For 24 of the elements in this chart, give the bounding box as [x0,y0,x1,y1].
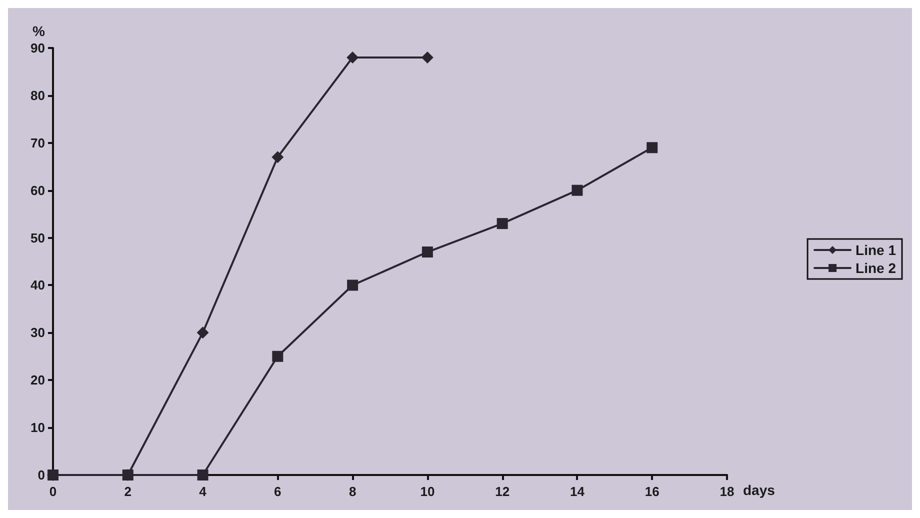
y-tick-label: 40 [30,278,45,293]
x-tick-label: 18 [720,484,734,499]
y-tick-label: 50 [30,230,45,246]
x-tick-label: 12 [495,484,510,499]
y-tick-label: 90 [30,40,45,56]
x-tick-label: 8 [348,484,356,499]
legend-label: Line 1 [856,242,896,258]
y-tick-label: 80 [30,88,45,103]
x-tick-label: 14 [570,484,586,499]
y-axis-title: % [32,23,46,39]
y-tick-label: 10 [30,420,45,436]
legend-label: Line 2 [856,260,896,276]
x-tick-label: 0 [49,484,57,499]
x-tick-label: 6 [274,484,282,499]
y-tick-label: 0 [38,468,45,482]
x-tick-label: 2 [124,484,132,499]
y-tick-label: 60 [30,182,45,198]
y-tick-label: 70 [30,135,45,150]
x-axis-title: days [743,482,776,498]
x-tick-label: 4 [199,484,208,499]
x-tick-label: 10 [420,484,435,499]
x-tick-label: 16 [644,484,660,499]
y-tick-label: 30 [30,325,45,340]
y-tick-label: 20 [30,372,45,388]
